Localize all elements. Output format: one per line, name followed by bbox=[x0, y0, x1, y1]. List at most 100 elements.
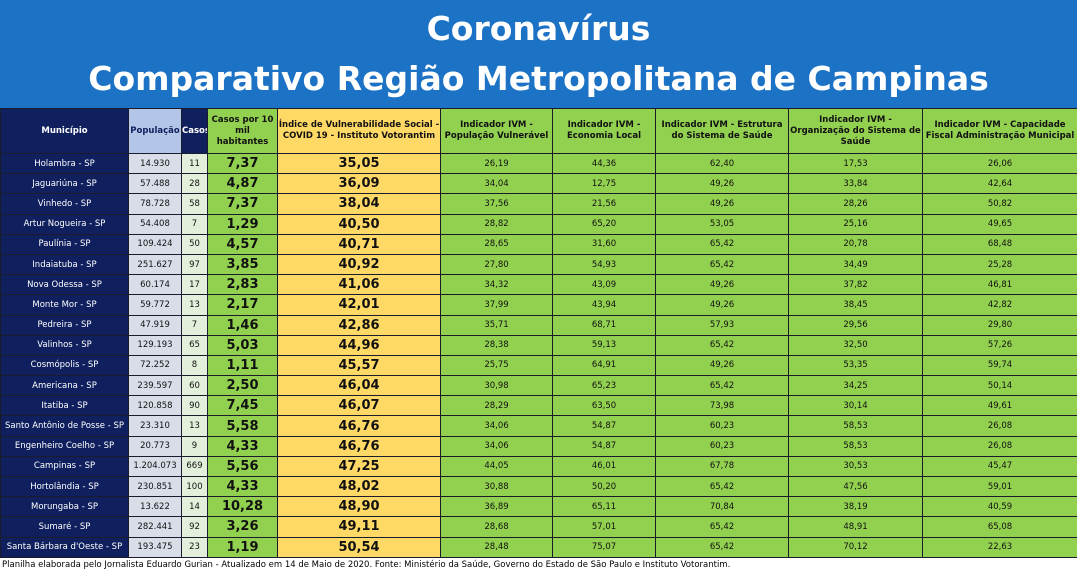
cell: 34,04 bbox=[440, 173, 553, 195]
cell: 5,03 bbox=[207, 334, 278, 356]
cell: 49,26 bbox=[655, 294, 789, 316]
cell: 13.622 bbox=[128, 496, 182, 518]
row: Morungaba - SP 13.622 14 10,28 48,90 36,89 65,… bbox=[0, 496, 1077, 518]
column-header: Indicador IVM - Organização do Sistema d… bbox=[788, 108, 923, 154]
column-header: Município bbox=[0, 108, 129, 154]
cell: 37,56 bbox=[440, 193, 553, 215]
cell: 50,54 bbox=[277, 536, 441, 558]
cell: 22,63 bbox=[922, 536, 1077, 558]
cell: 65,23 bbox=[552, 375, 656, 397]
cell: 47,56 bbox=[788, 475, 923, 498]
municipality: Itatiba - SP bbox=[0, 395, 129, 417]
row: Americana - SP 239.597 60 2,50 46,04 30,98 65,… bbox=[0, 375, 1077, 397]
cell: 4,87 bbox=[207, 173, 278, 195]
municipality: Paulínia - SP bbox=[0, 233, 129, 255]
cell: 30,53 bbox=[788, 455, 923, 478]
cell: 49,26 bbox=[655, 193, 789, 215]
municipality: Campinas - SP bbox=[0, 455, 129, 478]
cell: 3,26 bbox=[207, 516, 278, 538]
cell: 75,07 bbox=[552, 536, 656, 558]
cell: 30,14 bbox=[788, 395, 923, 417]
cell: 65,42 bbox=[655, 536, 789, 558]
cell: 70,12 bbox=[788, 536, 923, 558]
column-header: Indicador IVM - População Vulnerável bbox=[440, 108, 553, 154]
cell: 49,26 bbox=[655, 354, 789, 377]
cell: 27,80 bbox=[440, 253, 553, 276]
municipality: Sumaré - SP bbox=[0, 516, 129, 538]
cell: 64,91 bbox=[552, 354, 656, 377]
cell: 14.930 bbox=[128, 152, 182, 175]
cell: 37,82 bbox=[788, 274, 923, 296]
cell: 1,29 bbox=[207, 213, 278, 235]
cell: 5,58 bbox=[207, 415, 278, 437]
cell: 65,42 bbox=[655, 475, 789, 498]
cell: 20.773 bbox=[128, 435, 182, 457]
cell: 7,37 bbox=[207, 152, 278, 175]
cell: 28,29 bbox=[440, 395, 553, 417]
municipality: Engenheiro Coelho - SP bbox=[0, 435, 129, 457]
cell: 43,94 bbox=[552, 294, 656, 316]
row: Sumaré - SP 282.441 92 3,26 49,11 28,68 57,01 6… bbox=[0, 516, 1077, 538]
cell: 42,82 bbox=[922, 294, 1077, 316]
row: Pedreira - SP 47.919 7 1,46 42,86 35,71 68,71 5… bbox=[0, 314, 1077, 336]
cell: 57.488 bbox=[128, 173, 182, 195]
cell: 23.310 bbox=[128, 415, 182, 437]
cell: 109.424 bbox=[128, 233, 182, 255]
cell: 57,01 bbox=[552, 516, 656, 538]
cell: 54.408 bbox=[128, 213, 182, 235]
cell: 42,01 bbox=[277, 294, 441, 316]
cell: 7,37 bbox=[207, 193, 278, 215]
cell: 50,82 bbox=[922, 193, 1077, 215]
cell: 48,90 bbox=[277, 496, 441, 518]
cell: 28,26 bbox=[788, 193, 923, 215]
column-header: População bbox=[128, 108, 182, 154]
cell: 45,57 bbox=[277, 354, 441, 377]
cell: 28 bbox=[181, 173, 208, 195]
cell: 42,64 bbox=[922, 173, 1077, 195]
cell: 3,85 bbox=[207, 253, 278, 276]
cell: 2,17 bbox=[207, 294, 278, 316]
municipality: Hortolândia - SP bbox=[0, 475, 129, 498]
cell: 58,53 bbox=[788, 415, 923, 437]
cell: 26,08 bbox=[922, 415, 1077, 437]
cell: 28,48 bbox=[440, 536, 553, 558]
municipality: Holambra - SP bbox=[0, 152, 129, 175]
municipality: Indaiatuba - SP bbox=[0, 253, 129, 276]
row: Holambra - SP 14.930 11 7,37 35,05 26,19 44,36… bbox=[0, 152, 1077, 175]
cell: 36,89 bbox=[440, 496, 553, 518]
cell: 1,46 bbox=[207, 314, 278, 336]
cell: 14 bbox=[181, 496, 208, 518]
cell: 28,38 bbox=[440, 334, 553, 356]
cell: 40,92 bbox=[277, 253, 441, 276]
cell: 28,68 bbox=[440, 516, 553, 538]
cell: 49,26 bbox=[655, 274, 789, 296]
cell: 239.597 bbox=[128, 375, 182, 397]
row: Nova Odessa - SP 60.174 17 2,83 41,06 34,32 43… bbox=[0, 274, 1077, 296]
cell: 230.851 bbox=[128, 475, 182, 498]
cell: 59,13 bbox=[552, 334, 656, 356]
cell: 62,40 bbox=[655, 152, 789, 175]
row: Valinhos - SP 129.193 65 5,03 44,96 28,38 59,1… bbox=[0, 334, 1077, 356]
cell: 68,48 bbox=[922, 233, 1077, 255]
row: Engenheiro Coelho - SP 20.773 9 4,33 46,76 34… bbox=[0, 435, 1077, 457]
banner: Coronavírus Comparativo Região Metropoli… bbox=[0, 0, 1077, 108]
cell: 41,06 bbox=[277, 274, 441, 296]
cell: 669 bbox=[181, 455, 208, 478]
cell: 17 bbox=[181, 274, 208, 296]
cell: 31,60 bbox=[552, 233, 656, 255]
cell: 1,11 bbox=[207, 354, 278, 377]
cell: 73,98 bbox=[655, 395, 789, 417]
cell: 65,42 bbox=[655, 516, 789, 538]
cell: 2,83 bbox=[207, 274, 278, 296]
cell: 97 bbox=[181, 253, 208, 276]
cell: 53,05 bbox=[655, 213, 789, 235]
cell: 90 bbox=[181, 395, 208, 417]
municipality: Monte Mor - SP bbox=[0, 294, 129, 316]
cell: 13 bbox=[181, 294, 208, 316]
cell: 48,02 bbox=[277, 475, 441, 498]
cell: 21,56 bbox=[552, 193, 656, 215]
municipality: Santo Antônio de Posse - SP bbox=[0, 415, 129, 437]
cell: 5,56 bbox=[207, 455, 278, 478]
cell: 60.174 bbox=[128, 274, 182, 296]
